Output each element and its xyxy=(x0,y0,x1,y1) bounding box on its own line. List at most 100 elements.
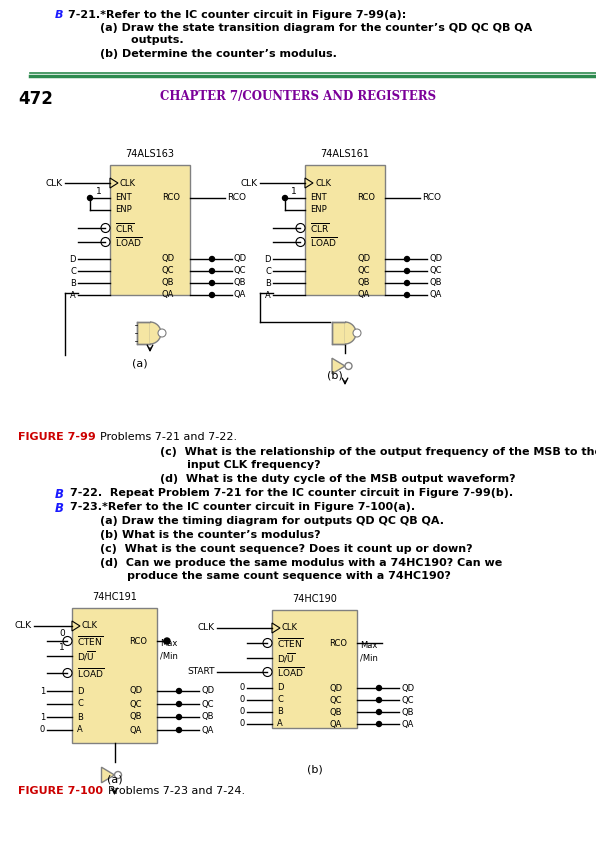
Circle shape xyxy=(63,669,72,677)
Text: QA: QA xyxy=(401,719,414,728)
Circle shape xyxy=(377,686,381,690)
Circle shape xyxy=(63,637,72,646)
Text: Max: Max xyxy=(160,639,178,648)
Polygon shape xyxy=(110,178,118,188)
Text: C: C xyxy=(77,700,83,709)
Text: (b) Determine the counter’s modulus.: (b) Determine the counter’s modulus. xyxy=(100,49,337,59)
Text: A: A xyxy=(70,290,76,300)
Circle shape xyxy=(176,701,182,706)
Text: $\overline{\mathrm{LOAD}}$: $\overline{\mathrm{LOAD}}$ xyxy=(77,666,104,680)
Text: D: D xyxy=(277,683,284,693)
Text: QC: QC xyxy=(234,266,247,276)
Circle shape xyxy=(263,667,272,677)
Text: $\overline{\mathrm{CTEN}}$: $\overline{\mathrm{CTEN}}$ xyxy=(277,636,303,650)
FancyBboxPatch shape xyxy=(272,610,357,728)
Polygon shape xyxy=(332,358,345,374)
Text: QB: QB xyxy=(329,707,342,717)
Circle shape xyxy=(101,224,110,232)
Text: /Min: /Min xyxy=(360,654,378,662)
Text: (b): (b) xyxy=(327,370,343,380)
Text: 1: 1 xyxy=(40,687,45,695)
Text: B: B xyxy=(265,278,271,288)
Text: 0: 0 xyxy=(240,683,245,693)
Text: 0: 0 xyxy=(240,707,245,717)
Text: 1: 1 xyxy=(291,186,297,196)
Text: QC: QC xyxy=(201,700,213,709)
Text: 1: 1 xyxy=(40,712,45,722)
Circle shape xyxy=(101,237,110,247)
Circle shape xyxy=(210,281,215,285)
Text: 1: 1 xyxy=(96,186,102,196)
Text: 74ALS163: 74ALS163 xyxy=(126,149,175,159)
Text: (b): (b) xyxy=(306,764,322,774)
Circle shape xyxy=(353,329,361,337)
Circle shape xyxy=(345,363,352,369)
Text: QD: QD xyxy=(401,683,414,693)
Text: FIGURE 7-99: FIGURE 7-99 xyxy=(18,432,96,442)
Text: 74HC191: 74HC191 xyxy=(92,592,137,602)
FancyBboxPatch shape xyxy=(72,608,157,743)
Text: (a): (a) xyxy=(107,774,122,784)
Text: outputs.: outputs. xyxy=(100,35,184,45)
Circle shape xyxy=(164,638,170,644)
Text: (a): (a) xyxy=(132,358,148,368)
Circle shape xyxy=(176,728,182,733)
Circle shape xyxy=(263,638,272,648)
Text: D/$\overline{\mathrm{U}}$: D/$\overline{\mathrm{U}}$ xyxy=(77,649,95,663)
Polygon shape xyxy=(332,322,345,344)
Text: QC: QC xyxy=(129,700,141,709)
Circle shape xyxy=(405,281,409,285)
Text: B: B xyxy=(77,712,83,722)
Text: $\overline{\mathrm{LOAD}}$: $\overline{\mathrm{LOAD}}$ xyxy=(115,235,142,249)
Text: QD: QD xyxy=(234,254,247,264)
Text: Problems 7-23 and 7-24.: Problems 7-23 and 7-24. xyxy=(108,786,245,796)
Text: 7-23.*Refer to the IC counter circuit in Figure 7-100(a).: 7-23.*Refer to the IC counter circuit in… xyxy=(70,502,415,512)
Text: (c)  What is the relationship of the output frequency of the MSB to the: (c) What is the relationship of the outp… xyxy=(160,447,596,457)
Text: QB: QB xyxy=(401,707,414,717)
Text: QB: QB xyxy=(429,278,442,288)
Circle shape xyxy=(88,196,92,201)
Circle shape xyxy=(377,698,381,702)
Text: C: C xyxy=(265,266,271,276)
Text: QB: QB xyxy=(201,712,213,722)
Text: FIGURE 7-100: FIGURE 7-100 xyxy=(18,786,103,796)
Text: (d)  Can we produce the same modulus with a 74HC190? Can we: (d) Can we produce the same modulus with… xyxy=(100,558,502,568)
Text: QA: QA xyxy=(162,290,175,300)
Text: RCO: RCO xyxy=(357,193,375,203)
FancyBboxPatch shape xyxy=(110,165,190,295)
Text: QD: QD xyxy=(201,687,214,695)
Circle shape xyxy=(405,256,409,261)
Circle shape xyxy=(114,772,122,779)
Text: D: D xyxy=(70,254,76,264)
Text: $\overline{\mathrm{CLR}}$: $\overline{\mathrm{CLR}}$ xyxy=(115,221,135,235)
Text: B: B xyxy=(70,278,76,288)
Text: 472: 472 xyxy=(18,90,53,108)
Text: $\overline{\mathrm{CLR}}$: $\overline{\mathrm{CLR}}$ xyxy=(310,221,330,235)
Text: CLK: CLK xyxy=(315,179,331,187)
Text: QA: QA xyxy=(329,719,342,728)
Text: RCO: RCO xyxy=(329,638,347,648)
Text: 0: 0 xyxy=(240,719,245,728)
Text: $\overline{\mathrm{LOAD}}$: $\overline{\mathrm{LOAD}}$ xyxy=(310,235,337,249)
Circle shape xyxy=(210,269,215,273)
Text: C: C xyxy=(70,266,76,276)
Text: B: B xyxy=(55,488,64,501)
Text: CLK: CLK xyxy=(241,179,258,187)
Text: 0: 0 xyxy=(240,695,245,705)
Text: Max: Max xyxy=(360,642,377,650)
Text: 74ALS161: 74ALS161 xyxy=(321,149,370,159)
Text: (a) Draw the timing diagram for outputs QD QC QB QA.: (a) Draw the timing diagram for outputs … xyxy=(100,516,444,526)
Polygon shape xyxy=(137,322,150,344)
Circle shape xyxy=(377,710,381,715)
Polygon shape xyxy=(272,623,280,633)
Circle shape xyxy=(176,688,182,694)
Text: QB: QB xyxy=(357,278,370,288)
Text: Problems 7-21 and 7-22.: Problems 7-21 and 7-22. xyxy=(100,432,237,442)
Polygon shape xyxy=(101,768,114,783)
Text: ENP: ENP xyxy=(310,205,327,214)
Circle shape xyxy=(377,722,381,727)
Text: 1: 1 xyxy=(59,643,65,653)
Text: ENT: ENT xyxy=(115,193,132,203)
Text: START: START xyxy=(188,667,215,677)
Text: $\overline{\mathrm{LOAD}}$: $\overline{\mathrm{LOAD}}$ xyxy=(277,665,304,679)
